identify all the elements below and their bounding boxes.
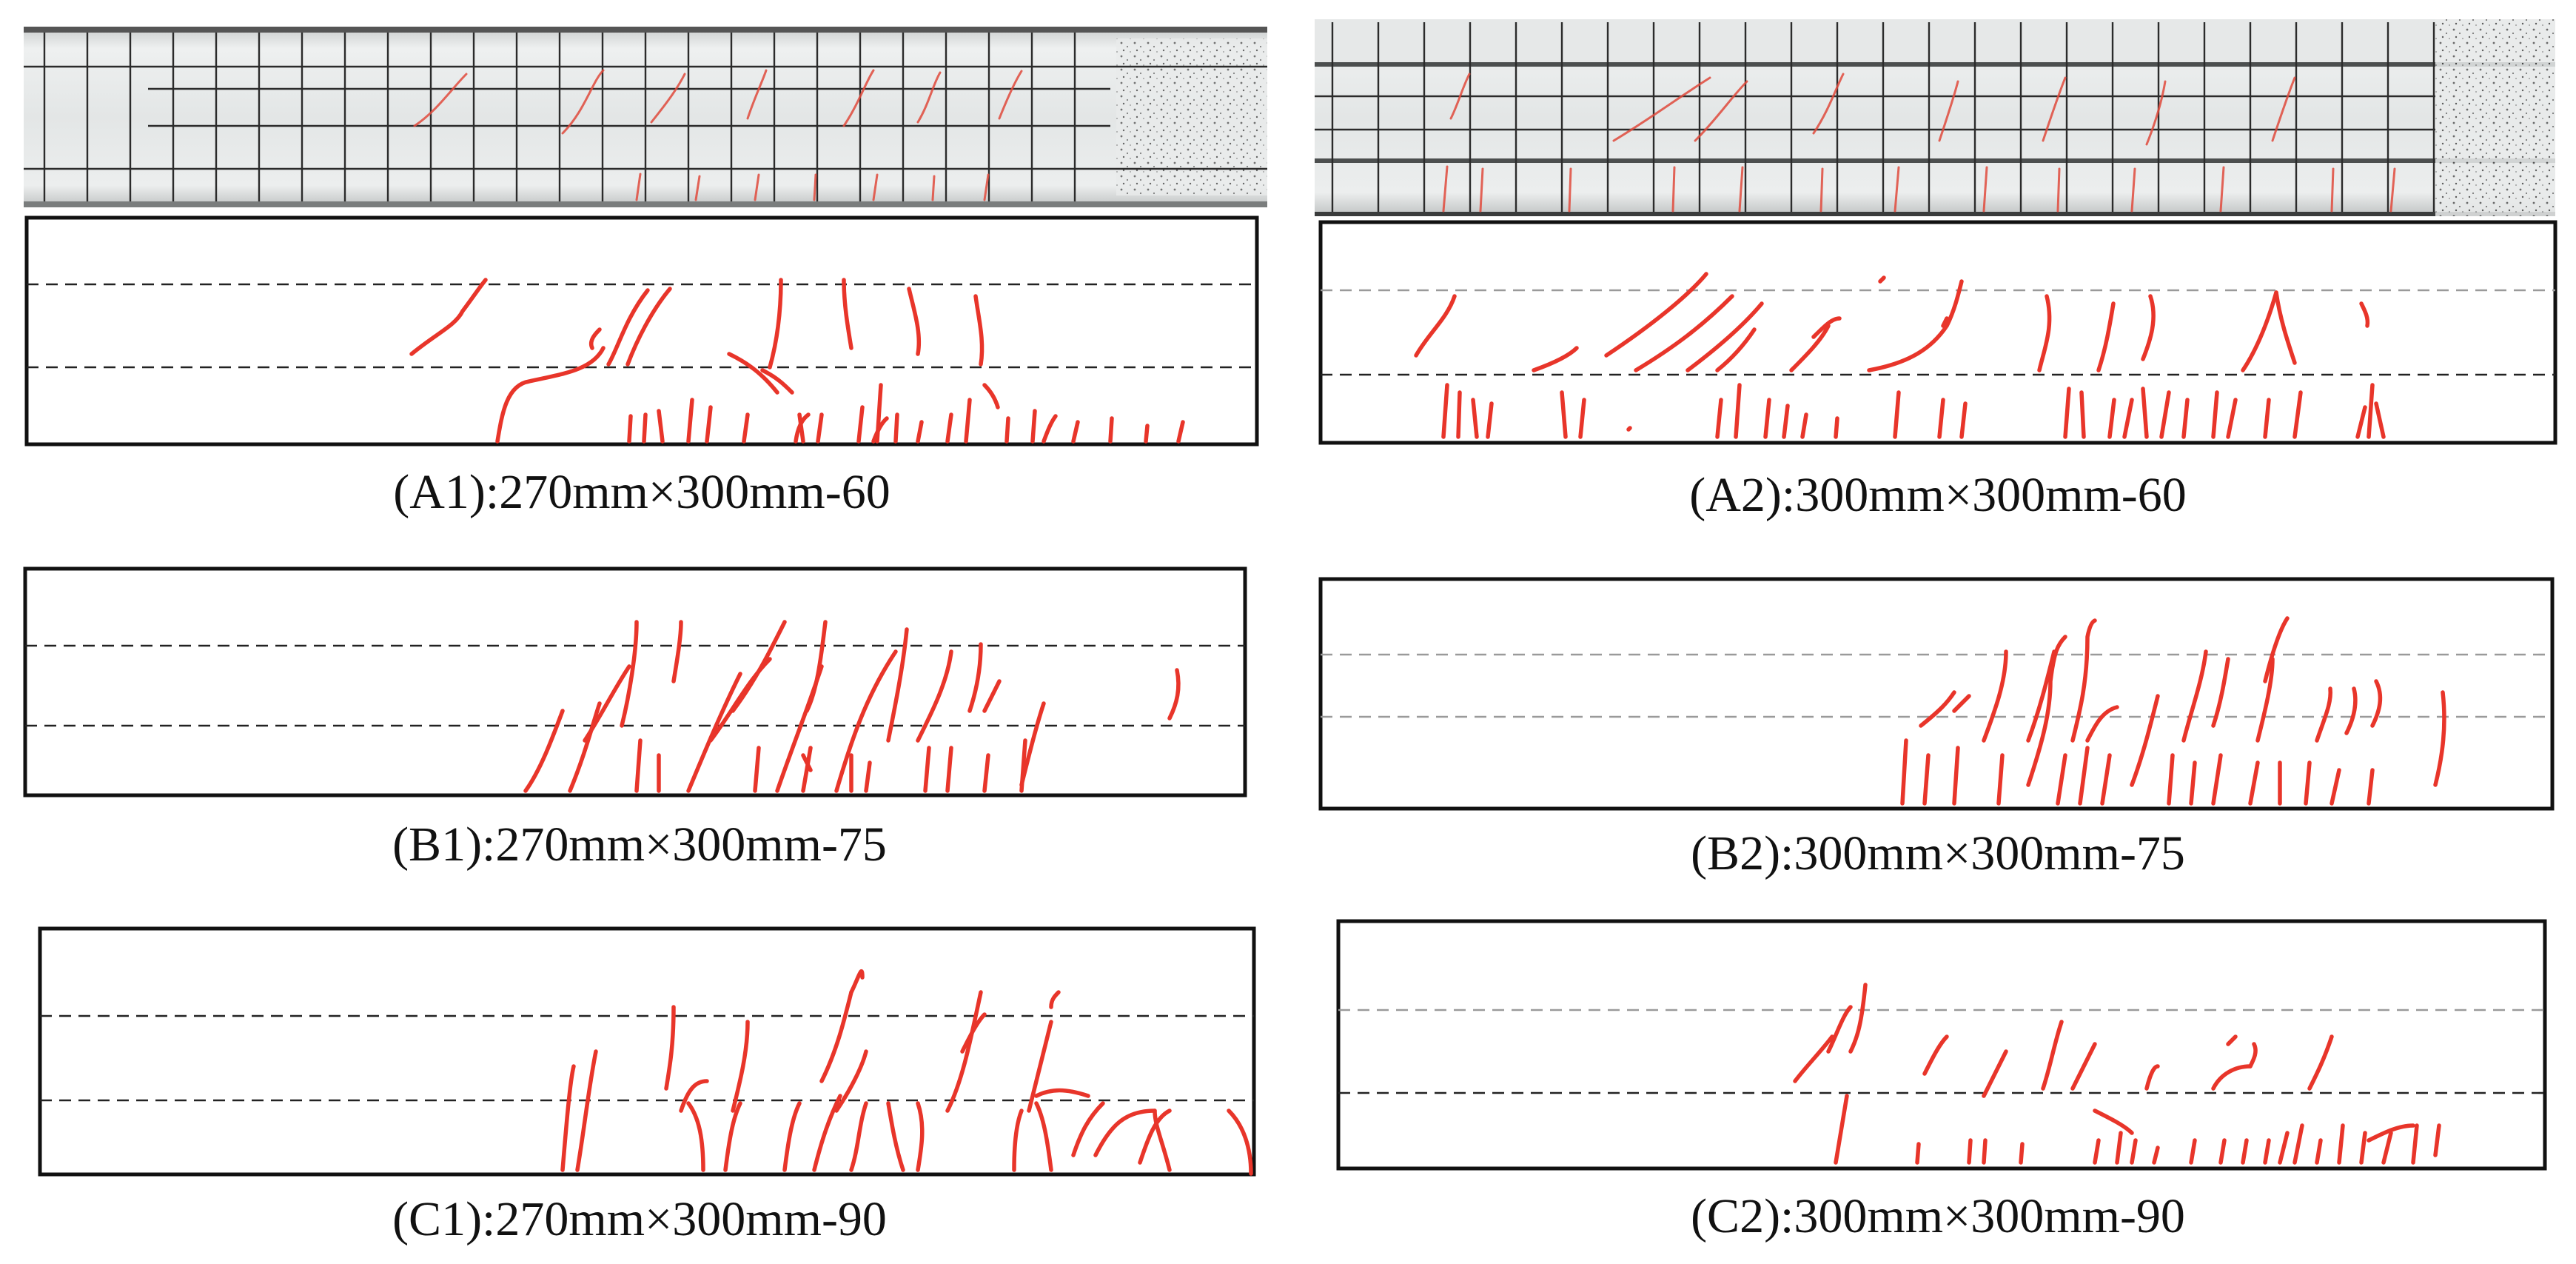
panel-a1: (A1):270mm×300mm-60 [24,215,1259,519]
caption-a2: (A2):300mm×300mm-60 [1689,468,2187,522]
caption-c1: (C1):270mm×300mm-90 [392,1192,887,1246]
caption-b2: (B2):300mm×300mm-75 [1691,826,2185,880]
panel-b2: (B2):300mm×300mm-75 [1318,577,2555,880]
panel-c1: (C1):270mm×300mm-90 [38,926,1256,1246]
panel-c2: (C2):300mm×300mm-90 [1336,919,2547,1243]
crack-lines-b1 [523,620,1181,793]
crack-lines-c2 [1793,983,2441,1165]
crack-lines-a2 [1414,272,2386,439]
caption-c2: (C2):300mm×300mm-90 [1691,1189,2185,1243]
specimen-photo-a1 [24,27,1267,207]
specimen-photo-a2 [1315,19,2555,216]
crack-lines-b2 [1900,616,2446,806]
panel-a2: (A2):300mm×300mm-60 [1318,220,2557,522]
caption-a1: (A1):270mm×300mm-60 [393,465,890,519]
caption-b1: (B1):270mm×300mm-75 [392,817,887,872]
crack-lines-c1 [560,969,1253,1176]
crack-lines-a1 [409,278,1185,444]
panel-b1: (B1):270mm×300mm-75 [23,566,1247,872]
